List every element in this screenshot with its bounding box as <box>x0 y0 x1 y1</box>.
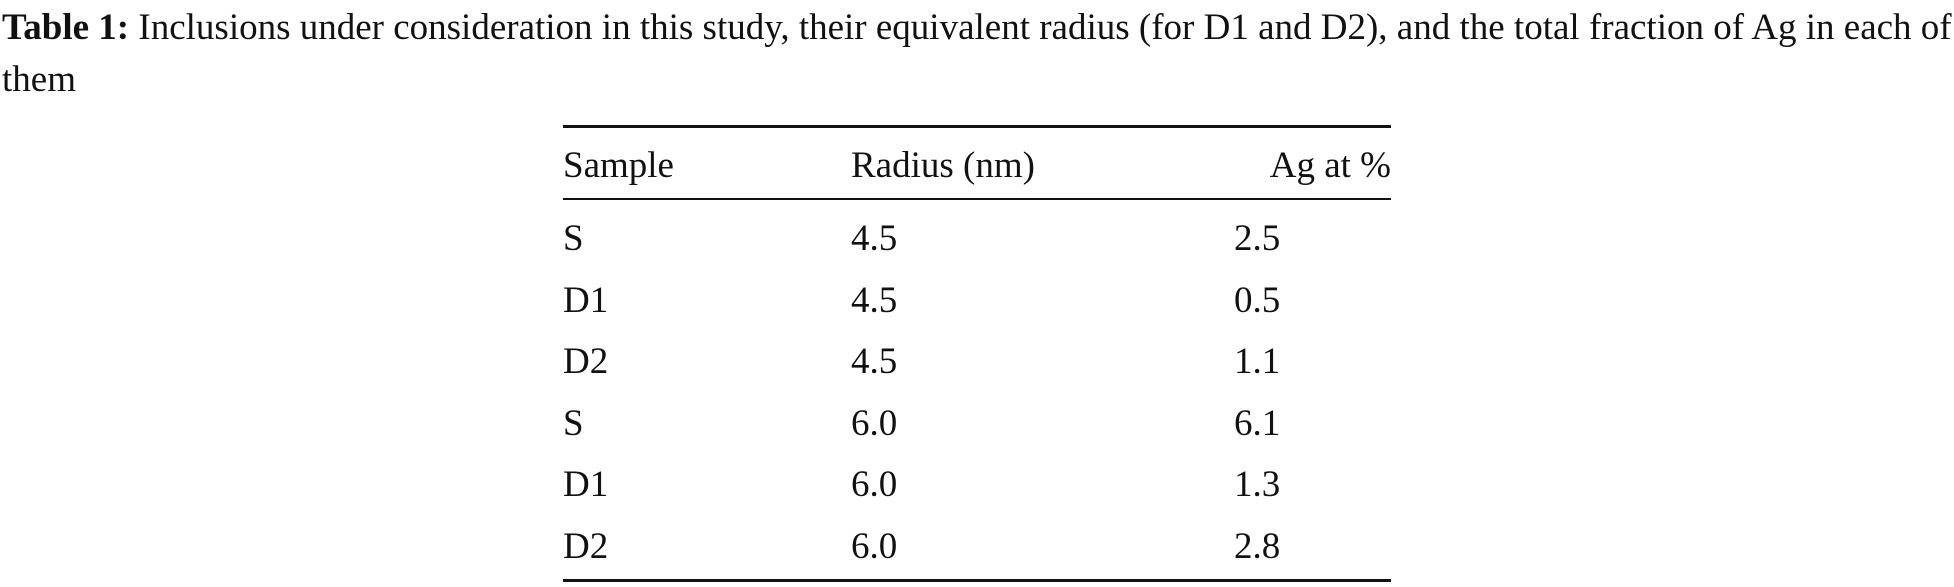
table-cell: 6.0 <box>851 525 898 567</box>
header-cell: Ag at % <box>1269 145 1391 186</box>
table-cell: 6.0 <box>851 402 898 444</box>
header-cell: Radius (nm) <box>851 145 1035 186</box>
top-rule <box>563 125 1391 128</box>
table-cell: 1.3 <box>1234 464 1281 505</box>
table-cell: 4.5 <box>851 279 898 321</box>
table-cell: 0.5 <box>1234 279 1281 321</box>
table-cell: S <box>563 402 584 444</box>
table-cell: 4.5 <box>851 341 898 382</box>
bottom-rule <box>563 579 1391 582</box>
table-cell: 6.0 <box>851 464 898 505</box>
caption-text: Inclusions under consideration in this s… <box>2 7 1952 100</box>
table-caption: Table 1: Inclusions under consideration … <box>2 2 1952 106</box>
table-cell: D1 <box>563 279 609 321</box>
table-cell: 2.8 <box>1234 525 1281 567</box>
header-rule <box>563 198 1391 200</box>
table-cell: 6.1 <box>1234 402 1281 444</box>
table-cell: 2.5 <box>1234 218 1281 259</box>
table-cell: S <box>563 218 584 259</box>
table-cell: 4.5 <box>851 218 898 259</box>
table-cell: D2 <box>563 341 609 382</box>
table-cell: D1 <box>563 464 609 505</box>
header-cell: Sample <box>563 145 674 186</box>
caption-label: Table 1: <box>2 7 130 48</box>
table-cell: D2 <box>563 525 609 567</box>
table-cell: 1.1 <box>1234 341 1281 382</box>
